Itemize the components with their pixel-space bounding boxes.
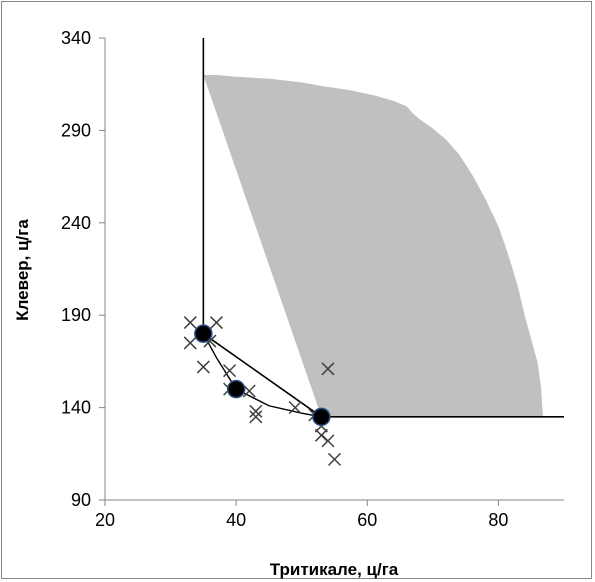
cross-stroke xyxy=(321,362,335,376)
cross-marker xyxy=(321,434,335,448)
cross-marker xyxy=(249,404,263,418)
x-tick-label: 20 xyxy=(95,510,115,530)
y-tick-label: 90 xyxy=(71,490,91,510)
y-tick-label: 190 xyxy=(61,305,91,325)
cross-marker xyxy=(209,316,224,330)
x-tick-label: 40 xyxy=(226,510,246,530)
boundary-line-segment xyxy=(202,333,322,418)
feasible-region-layer xyxy=(203,74,544,417)
cross-stroke xyxy=(249,404,263,418)
cross-stroke xyxy=(249,410,263,424)
dot-marker xyxy=(194,324,213,343)
axis-layer: 90 140 190 240 290 340 20 40 60 80 xyxy=(61,28,564,530)
y-axis-title: Клевер, ц/га xyxy=(13,219,32,321)
cross-marker xyxy=(196,360,210,374)
cross-stroke xyxy=(242,384,256,398)
cross-marker xyxy=(327,452,342,466)
feasible-region xyxy=(203,74,544,417)
cross-stroke xyxy=(183,336,197,350)
x-axis-title: Тритикале, ц/га xyxy=(270,560,399,579)
cross-stroke xyxy=(203,334,217,348)
cross-stroke xyxy=(288,401,302,415)
y-tick-label: 290 xyxy=(61,120,91,140)
cross-marker xyxy=(288,401,302,415)
cross-stroke xyxy=(223,364,237,378)
cross-marker xyxy=(223,364,237,378)
x-tick-label: 60 xyxy=(357,510,377,530)
dot-markers-layer xyxy=(194,324,331,427)
dot-marker xyxy=(226,379,246,399)
cross-marker xyxy=(321,362,335,376)
cross-markers-layer xyxy=(183,316,342,466)
cross-stroke xyxy=(327,452,342,466)
lines-layer xyxy=(202,38,564,418)
dot-marker xyxy=(312,407,331,427)
cross-stroke xyxy=(321,434,335,448)
y-tick-label: 240 xyxy=(61,213,91,233)
x-tick-label: 80 xyxy=(488,510,508,530)
cross-marker xyxy=(249,410,263,424)
cross-stroke xyxy=(183,316,197,330)
cross-stroke xyxy=(314,428,328,442)
y-tick-label: 140 xyxy=(61,398,91,418)
cross-marker xyxy=(183,336,197,350)
cross-marker xyxy=(242,384,256,398)
trend-line xyxy=(202,333,322,418)
cross-stroke xyxy=(196,360,210,374)
cross-marker xyxy=(183,316,197,330)
cross-stroke xyxy=(209,316,224,330)
y-tick-label: 340 xyxy=(61,28,91,48)
